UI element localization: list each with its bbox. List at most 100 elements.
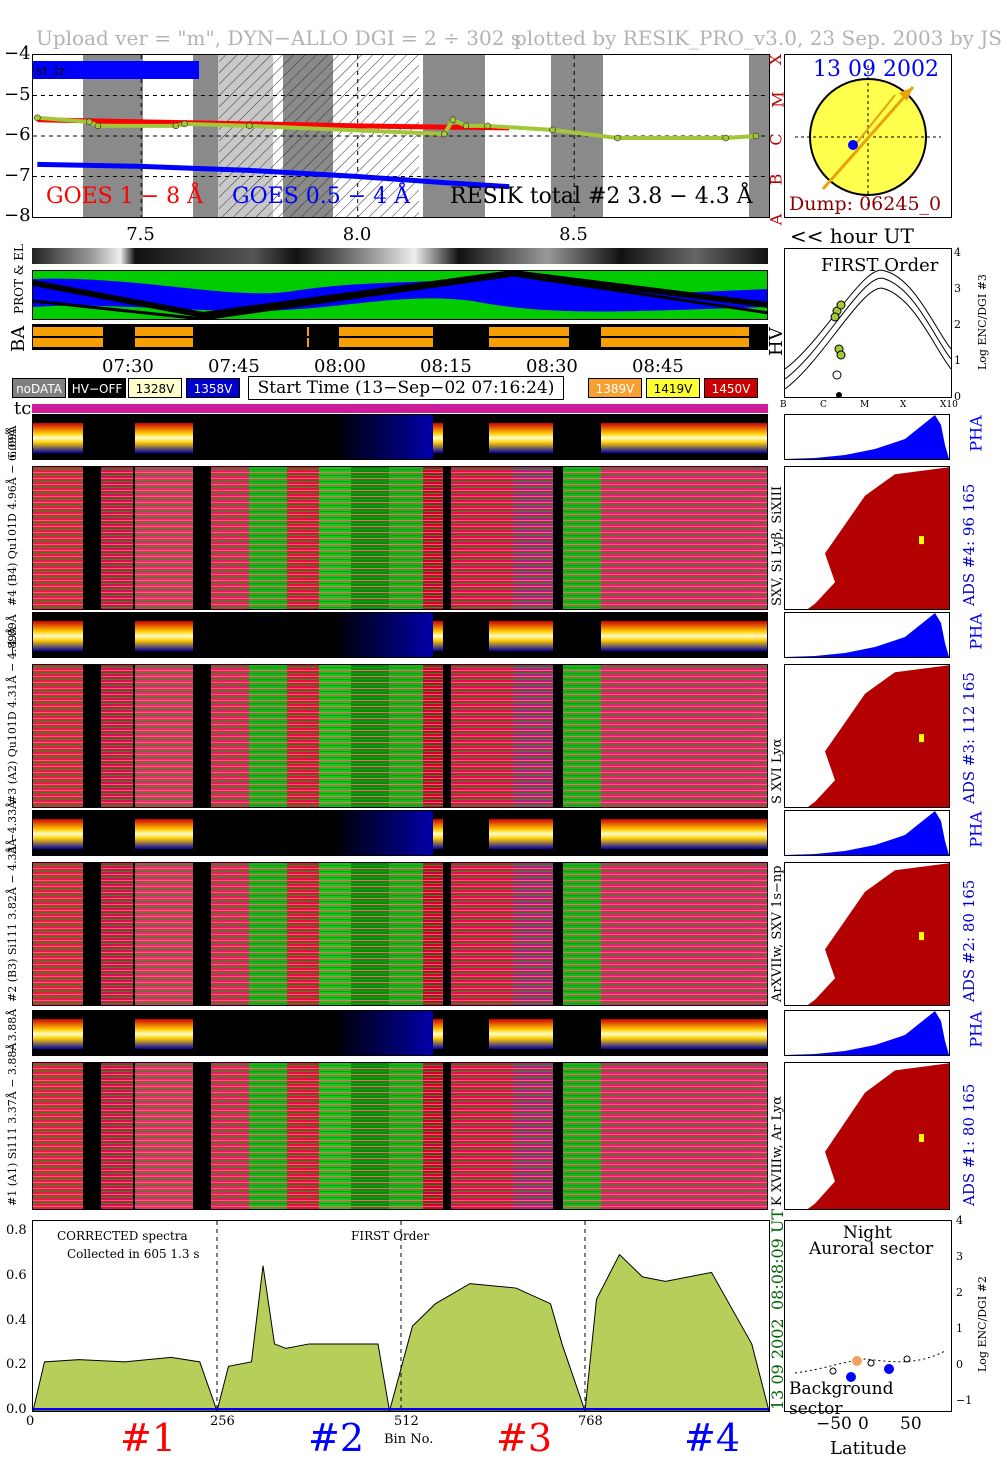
resik-point <box>34 114 41 122</box>
hv-off-legend: HV−OFF <box>68 378 126 398</box>
spectrogram-segment <box>351 665 389 807</box>
spectrum-x-tick: 768 <box>578 1414 603 1429</box>
ba-segment-upper <box>135 327 193 336</box>
spectrum-x-tick: 256 <box>210 1414 235 1429</box>
ads-histogram <box>784 664 950 808</box>
ads-histogram <box>784 466 950 610</box>
lat-y-tick: 2 <box>956 1286 963 1299</box>
spectrum-plot <box>32 1221 770 1413</box>
pha-band <box>135 1019 193 1049</box>
v1419-legend: 1419V <box>646 378 700 398</box>
spectrogram-segment <box>389 863 423 1005</box>
spectrogram-segment <box>389 467 423 609</box>
spectrogram-segment <box>249 1063 287 1209</box>
spectrogram-segment <box>423 1063 443 1209</box>
bin-label: #3 <box>496 1416 553 1460</box>
first-order-panel: FIRST Order <box>784 248 952 398</box>
pha-band <box>33 621 83 651</box>
resik-point <box>549 126 556 134</box>
spectrogram-segment <box>563 863 601 1005</box>
bin-label: #1 <box>120 1416 177 1460</box>
spectrum-note-corrected: CORRECTED spectra <box>57 1229 188 1243</box>
ads-line-label: ArXVIIw, SXV 1s−np <box>770 865 785 1002</box>
lat-y-tick: 3 <box>956 1250 963 1263</box>
latitude-ylabel: Log ENC/DGI #2 <box>976 1276 989 1372</box>
time-tick: 08:30 <box>526 356 578 377</box>
pha-band <box>601 1019 767 1049</box>
series-line-3 <box>37 115 757 141</box>
fo-x-tick: X <box>900 400 907 410</box>
goes-lightcurve-plot <box>33 55 769 217</box>
pha-band <box>431 1019 443 1049</box>
spectrogram-segment <box>513 1063 553 1209</box>
pha-histogram <box>784 1010 950 1056</box>
ba-segment-lower <box>339 338 433 347</box>
st-label: st_lz <box>36 64 66 79</box>
spectrogram-segment <box>319 1063 351 1209</box>
resik-point <box>722 134 729 142</box>
goes-long-label: GOES 1 − 8 Å <box>46 184 204 209</box>
spectrogram-segment <box>563 467 601 609</box>
pha-histogram-plot <box>785 613 949 657</box>
prot-el-plot <box>33 271 767 319</box>
resik-point <box>86 118 93 126</box>
pha-band <box>489 819 553 849</box>
sun-date: 13 09 2002 <box>813 57 939 82</box>
pha-time-strip <box>32 612 768 658</box>
time-tick: 08:00 <box>314 356 366 377</box>
spectrogram-segment <box>287 467 319 609</box>
ads-line-label: SXV, Si Lyβ, SiXIII <box>770 486 785 606</box>
pha-fade <box>333 1011 433 1055</box>
spectrogram-segment <box>287 1063 319 1209</box>
start-time-box: Start Time (13−Sep−02 07:16:24) <box>248 376 564 400</box>
resik-point <box>246 122 253 130</box>
pha-channel-label: − 3.88Å <box>6 1008 19 1054</box>
pha-histogram-plot <box>785 1011 949 1055</box>
spectrogram-segment <box>33 863 83 1005</box>
pha-band <box>601 423 767 453</box>
lat-x-tick: 0 <box>858 1414 869 1434</box>
spectrogram-segment <box>601 467 767 609</box>
spacecraft-marker <box>848 140 858 150</box>
pha-channel-label: −4.89Å <box>6 614 19 656</box>
resik-point <box>462 122 470 130</box>
spectrogram-segment <box>33 665 83 807</box>
spectrum-chart: CORRECTED spectra Collected in 605 1.3 s… <box>32 1220 770 1413</box>
ads-label: ADS #4: 96 165 <box>960 483 978 606</box>
resik-point <box>172 122 180 130</box>
spectrogram-segment <box>135 665 193 807</box>
pha-label: PHA <box>966 1011 986 1048</box>
spectrogram-segment <box>451 1063 513 1209</box>
ba-segment-upper <box>601 327 749 336</box>
spectrum-y-tick: 0.4 <box>6 1312 27 1328</box>
orange-marker <box>852 1356 862 1366</box>
spectrogram-segment <box>351 863 389 1005</box>
pha-band <box>431 621 443 651</box>
spectrogram-segment <box>249 665 287 807</box>
ads-label: ADS #3: 112 165 <box>960 672 978 804</box>
spectrogram-segment <box>563 1063 601 1209</box>
pha-time-strip <box>32 810 768 856</box>
x-tick-label: 7.5 <box>126 224 155 245</box>
time-tick: 08:15 <box>420 356 472 377</box>
tc-label: tc <box>14 398 32 419</box>
v1358-legend: 1358V <box>186 378 240 398</box>
y-tick-label: −8 <box>4 205 31 226</box>
lat-y-tick: 1 <box>956 1322 963 1335</box>
resik-total-label: RESIK total #2 3.8 − 4.3 Å <box>450 184 753 209</box>
pha-time-strip <box>32 1010 768 1056</box>
v1328-legend: 1328V <box>128 378 182 398</box>
spectrogram-segment <box>389 1063 423 1209</box>
latitude-xlabel: Latitude <box>830 1438 907 1459</box>
lat-x-tick: 50 <box>900 1414 922 1434</box>
first-order-ylabel: Log ENC/DGI #3 <box>976 274 989 370</box>
spectrogram-segment <box>423 665 443 807</box>
time-tick: 07:30 <box>102 356 154 377</box>
arrow-head-icon <box>899 87 913 101</box>
ads-histogram-plot <box>807 467 949 609</box>
ads-histogram-plot <box>807 665 949 807</box>
spectrogram-segment <box>33 467 83 609</box>
prot-el-strip <box>32 270 768 320</box>
spectrum-note-collected: Collected in 605 1.3 s <box>67 1247 200 1261</box>
spectrogram-segment <box>513 467 553 609</box>
